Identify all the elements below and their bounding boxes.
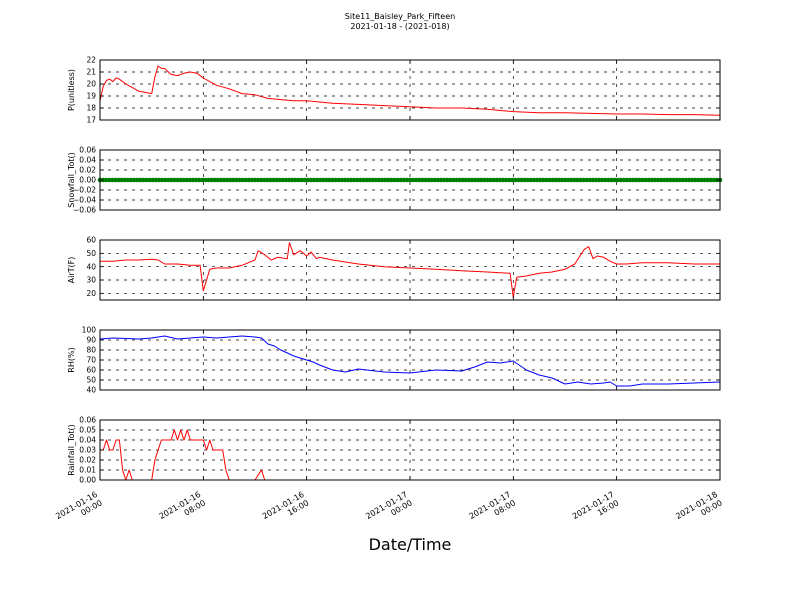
- y-tick-label: 40: [86, 262, 96, 271]
- y-tick-label: 60: [86, 236, 96, 245]
- y-tick-label: −0.06: [73, 206, 96, 215]
- x-tick-label: 2021-01-1700:00: [364, 490, 414, 529]
- y-tick-label: 60: [86, 366, 96, 375]
- y-tick-label: 0.03: [79, 446, 96, 455]
- y-tick-label: 20: [86, 80, 96, 89]
- series-line: [99, 335, 721, 387]
- y-tick-label: 17: [86, 116, 96, 125]
- y-tick-label: 80: [86, 346, 96, 355]
- y-tick-label: 70: [86, 356, 96, 365]
- y-tick-label: 50: [86, 376, 96, 385]
- y-tick-label: 18: [86, 104, 96, 113]
- y-tick-label: 0.04: [79, 436, 96, 445]
- y-tick-label: 50: [86, 249, 96, 258]
- x-tick-label: 2021-01-1708:00: [468, 490, 518, 529]
- series-line: [100, 429, 720, 481]
- x-axis-label: Date/Time: [369, 535, 452, 554]
- y-tick-label: 0.04: [79, 156, 96, 165]
- y-tick-label: 0.01: [79, 466, 96, 475]
- y-tick-label: 20: [86, 289, 96, 298]
- x-tick-label: 2021-01-1716:00: [571, 490, 621, 529]
- y-tick-label: 0.00: [79, 476, 96, 485]
- x-tick-label: 2021-01-1600:00: [54, 490, 104, 529]
- y-tick-label: 90: [86, 336, 96, 345]
- chart-panels: 171819202122P(unitless)−0.06−0.04−0.020.…: [67, 56, 723, 485]
- y-tick-label: 0.02: [79, 166, 96, 175]
- y-tick-label: 30: [86, 276, 96, 285]
- x-tick-label: 2021-01-1616:00: [261, 490, 311, 529]
- y-tick-label: 0.06: [79, 416, 96, 425]
- y-axis-label: P(unitless): [67, 69, 76, 111]
- y-tick-label: −0.02: [73, 186, 96, 195]
- y-tick-label: 40: [86, 386, 96, 395]
- x-tick-label: 2021-01-1800:00: [674, 490, 724, 529]
- y-axis-label: AirT(F): [67, 257, 76, 284]
- y-tick-label: 100: [82, 326, 97, 335]
- y-tick-label: 0.05: [79, 426, 96, 435]
- y-tick-label: 0.00: [79, 176, 96, 185]
- y-axis-label: Rainfall_Tot(): [67, 424, 76, 476]
- chart-panel-5: 0.000.010.020.030.040.050.06Rainfall_Tot…: [67, 416, 721, 485]
- series-line: [100, 242, 720, 298]
- y-axis-label: RH(%): [67, 347, 76, 372]
- y-tick-label: 0.06: [79, 146, 96, 155]
- chart-panel-2: −0.06−0.04−0.020.000.020.040.06Snowfall_…: [67, 146, 723, 215]
- series-line: [99, 65, 721, 116]
- chart-panel-1: 17 18 19 20 21 22 P(unitless): [67, 56, 721, 125]
- x-tick-label: 2021-01-1608:00: [158, 490, 208, 529]
- x-axis-tick-labels: 2021-01-1600:00 2021-01-1608:00 2021-01-16…: [54, 490, 724, 529]
- y-tick-label: 19: [86, 92, 96, 101]
- figure-title: Site11_Baisley_Park_Fifteen: [345, 12, 455, 21]
- y-tick-label: 0.02: [79, 456, 96, 465]
- y-axis-label: Snowfall_Tot(): [67, 152, 76, 208]
- chart-panel-3: 20 30 40 50 60 AirT(F): [67, 236, 721, 301]
- figure-subtitle: 2021-01-18 - (2021-018): [350, 22, 449, 31]
- y-tick-label: 22: [86, 56, 96, 65]
- y-tick-label: 21: [86, 68, 96, 77]
- y-tick-label: −0.04: [73, 196, 96, 205]
